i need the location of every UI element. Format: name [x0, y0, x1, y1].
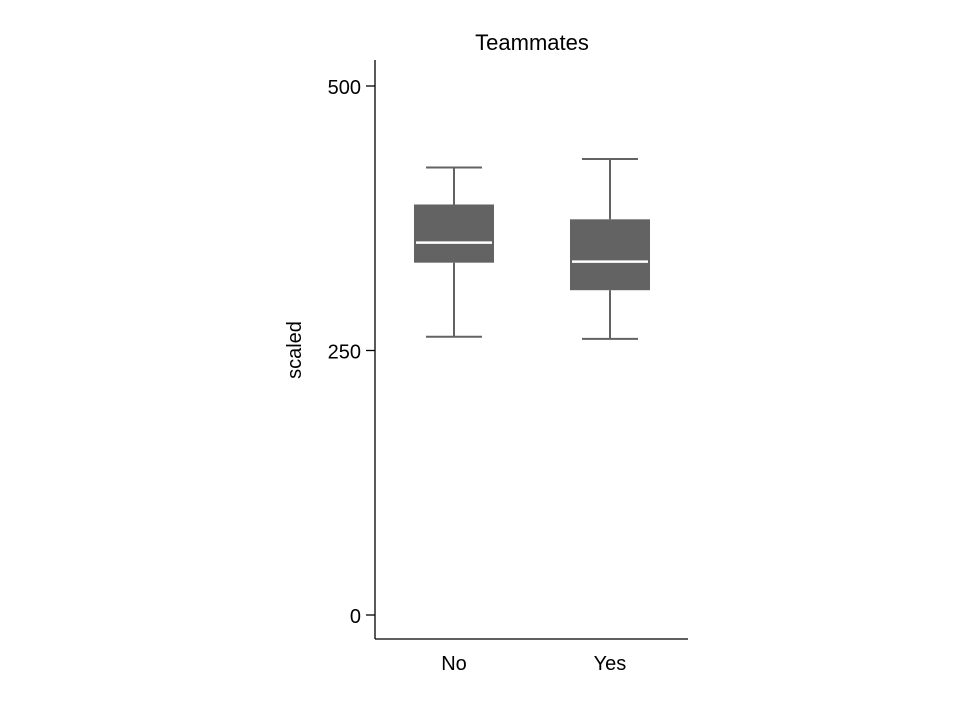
box-yes [570, 158, 650, 340]
y-axis-label: scaled [284, 321, 306, 379]
iqr-box-no [414, 204, 494, 263]
iqr-box-yes [570, 219, 650, 291]
y-tick-label-0: 0 [350, 606, 361, 628]
x-tick-label-yes: Yes [594, 653, 627, 675]
boxes [414, 158, 650, 340]
y-tick-label-500: 500 [328, 77, 361, 99]
axes: 0 250 500 No Yes [328, 60, 688, 675]
box-no [414, 166, 494, 338]
chart-title: Teammates [475, 30, 589, 55]
x-tick-label-no: No [441, 653, 467, 675]
y-tick-label-250: 250 [328, 342, 361, 364]
